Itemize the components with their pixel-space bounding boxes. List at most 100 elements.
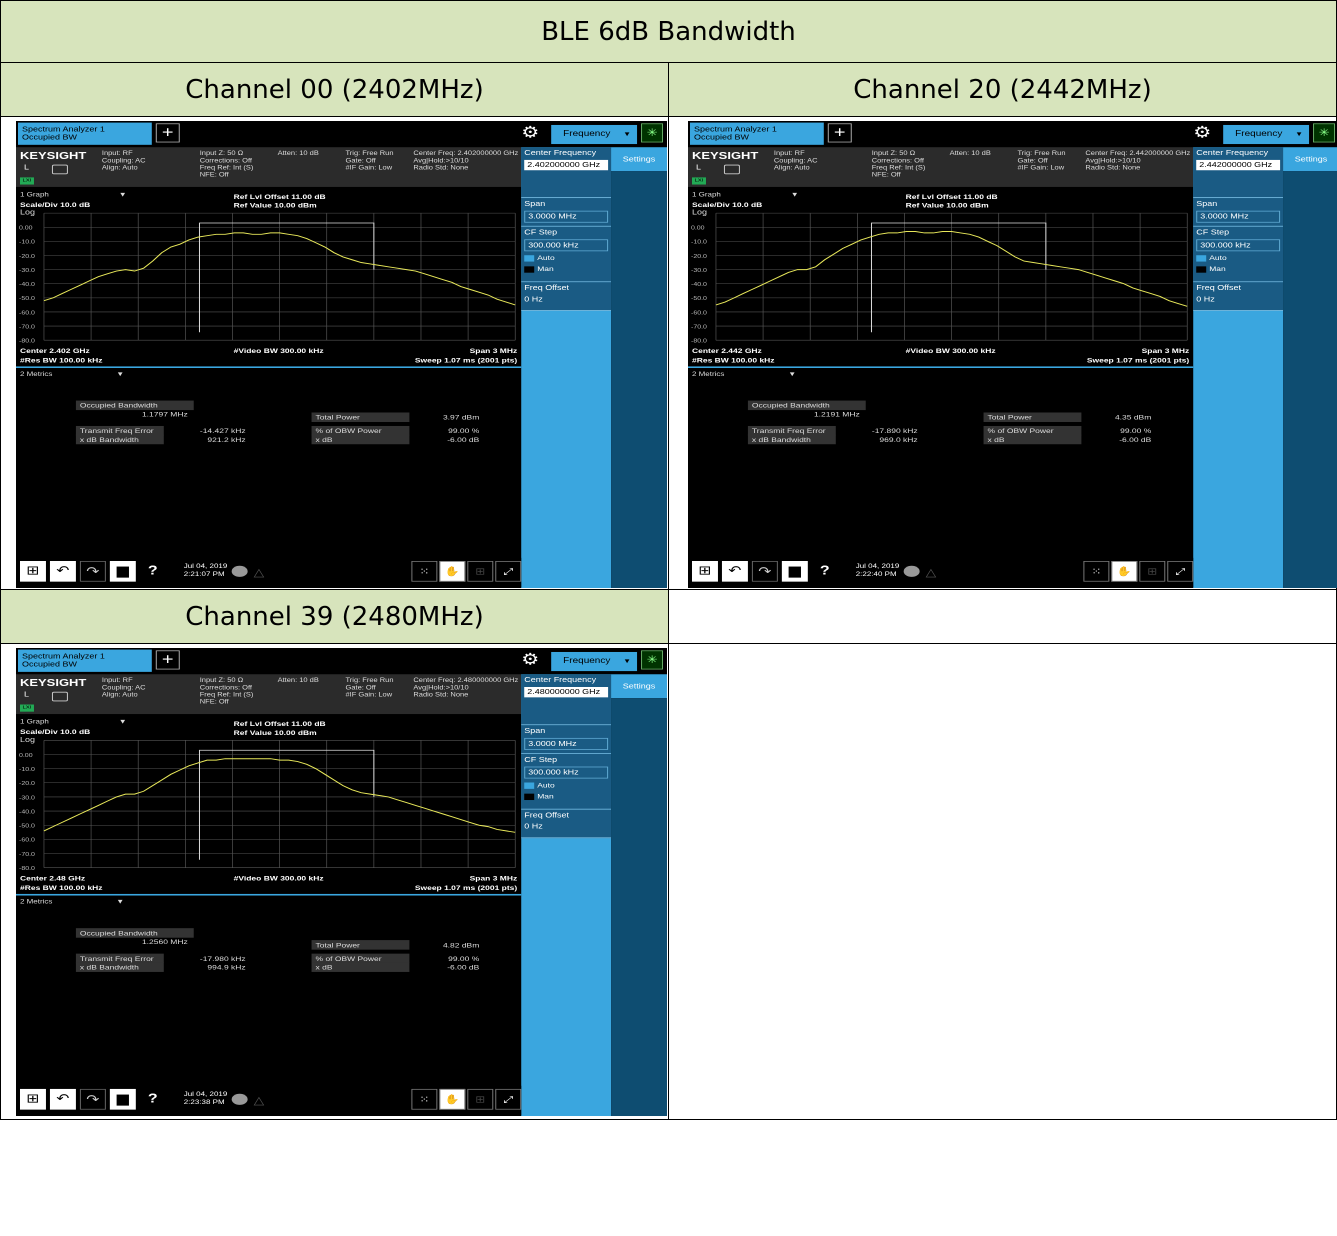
frequency-menu[interactable]: Frequency ▼ bbox=[1223, 124, 1310, 145]
obw-power-label: % of OBW Power bbox=[311, 425, 410, 436]
span-control[interactable]: Span 3.0000 MHz bbox=[521, 725, 612, 754]
gear-icon[interactable]: ⚙ bbox=[521, 124, 540, 142]
video-bw-label: #Video BW 300.00 kHz bbox=[233, 874, 324, 882]
metrics-dropdown[interactable]: 2 Metrics ▼ bbox=[19, 897, 125, 906]
undo-icon[interactable]: ↶ bbox=[49, 1088, 76, 1110]
fullscreen-icon[interactable]: ⤢ bbox=[495, 560, 522, 582]
center-frequency-control[interactable]: Center Frequency 2.402000000 GHz bbox=[521, 147, 612, 199]
y-tick-label: -60.0 bbox=[19, 310, 35, 316]
message-icon[interactable] bbox=[51, 164, 68, 175]
lxi-icon: LXI bbox=[691, 177, 706, 185]
message-icon[interactable] bbox=[51, 691, 68, 702]
help-icon[interactable]: ? bbox=[811, 560, 838, 582]
span-label: Span 3 MHz bbox=[469, 346, 518, 355]
cf-step-control[interactable]: CF Step 300.000 kHz Auto Man bbox=[1193, 226, 1284, 283]
ref-offset-label: Ref Lvl Offset 11.00 dB bbox=[233, 719, 326, 728]
undo-icon[interactable]: ↶ bbox=[721, 560, 748, 582]
message-icon[interactable] bbox=[723, 164, 740, 175]
keysight-logo: KEYSIGHT bbox=[19, 149, 87, 162]
chat-icon[interactable] bbox=[903, 565, 920, 577]
xdb-value: -6.00 dB bbox=[447, 963, 480, 972]
app-tab[interactable]: Spectrum Analyzer 1 Occupied BW bbox=[689, 122, 824, 145]
obw-power-value: 99.00 % bbox=[448, 426, 480, 435]
xdb-bandwidth-value: 994.9 kHz bbox=[207, 963, 246, 972]
settings-tab[interactable]: Settings bbox=[1283, 147, 1337, 172]
center-frequency-control[interactable]: Center Frequency 2.480000000 GHz bbox=[521, 674, 612, 726]
graph-dropdown[interactable]: 1 Graph ▼ bbox=[691, 190, 799, 199]
status-icon[interactable]: ✳ bbox=[641, 123, 664, 143]
status-icon[interactable]: ✳ bbox=[641, 650, 664, 670]
windows-icon[interactable]: ⊞ bbox=[19, 560, 46, 582]
gear-icon[interactable]: ⚙ bbox=[1193, 124, 1212, 142]
file-icon[interactable]: ▆ bbox=[109, 1088, 136, 1110]
y-tick-label: -80.0 bbox=[19, 866, 35, 872]
redo-icon[interactable]: ↷ bbox=[79, 560, 106, 582]
xdb-bandwidth-label: x dB Bandwidth bbox=[747, 434, 836, 445]
app-tab[interactable]: Spectrum Analyzer 1 Occupied BW bbox=[17, 122, 152, 145]
cf-step-control[interactable]: CF Step 300.000 kHz Auto Man bbox=[521, 753, 612, 810]
chat-icon[interactable] bbox=[231, 565, 248, 577]
total-power-value: 4.82 dBm bbox=[442, 940, 480, 949]
ref-value-label: Ref Value 10.00 dBm bbox=[233, 201, 317, 210]
cf-step-control[interactable]: CF Step 300.000 kHz Auto Man bbox=[521, 226, 612, 283]
undo-icon[interactable]: ↶ bbox=[49, 560, 76, 582]
info-corrections: Input Z: 50 Ω Corrections: Off Freq Ref:… bbox=[199, 676, 254, 706]
info-center-freq: Center Freq: 2.480000000 GHz Avg|Hold:>1… bbox=[413, 676, 519, 699]
add-tab-button[interactable]: + bbox=[155, 650, 180, 670]
layout-icon[interactable]: ⁙ bbox=[411, 1088, 438, 1110]
redo-icon[interactable]: ↷ bbox=[751, 560, 778, 582]
file-icon[interactable]: ▆ bbox=[109, 560, 136, 582]
status-icon[interactable]: ✳ bbox=[1313, 123, 1336, 143]
add-tab-button[interactable]: + bbox=[827, 123, 852, 143]
chat-icon[interactable] bbox=[231, 1093, 248, 1105]
help-icon[interactable]: ? bbox=[139, 560, 166, 582]
grid-icon[interactable]: ⊞ bbox=[467, 560, 494, 582]
settings-tab[interactable]: Settings bbox=[611, 674, 667, 699]
total-power-value: 3.97 dBm bbox=[442, 413, 480, 422]
frequency-menu[interactable]: Frequency ▼ bbox=[551, 651, 638, 672]
tfe-value: -14.427 kHz bbox=[199, 426, 246, 435]
app-tab[interactable]: Spectrum Analyzer 1 Occupied BW bbox=[17, 649, 152, 672]
fullscreen-icon[interactable]: ⤢ bbox=[495, 1088, 522, 1110]
touch-icon[interactable]: ✋ bbox=[439, 1088, 466, 1110]
spectrum-trace bbox=[43, 758, 516, 833]
redo-icon[interactable]: ↷ bbox=[79, 1088, 106, 1110]
settings-tab[interactable]: Settings bbox=[611, 147, 667, 172]
graph-footer: Center 2.402 GHz #Res BW 100.00 kHz #Vid… bbox=[16, 345, 521, 367]
tfe-label: Transmit Freq Error bbox=[747, 425, 836, 436]
xdb-label: x dB bbox=[311, 962, 410, 972]
add-tab-button[interactable]: + bbox=[155, 123, 180, 143]
fullscreen-icon[interactable]: ⤢ bbox=[1167, 560, 1194, 582]
info-corrections: Input Z: 50 Ω Corrections: Off Freq Ref:… bbox=[871, 149, 926, 179]
freq-offset-control[interactable]: Freq Offset 0 Hz bbox=[1193, 282, 1284, 311]
xdb-bandwidth-label: x dB Bandwidth bbox=[75, 962, 164, 972]
metrics-dropdown[interactable]: 2 Metrics ▼ bbox=[19, 370, 125, 378]
file-icon[interactable]: ▆ bbox=[781, 560, 808, 582]
graph-footer: Center 2.442 GHz #Res BW 100.00 kHz #Vid… bbox=[688, 345, 1193, 367]
span-control[interactable]: Span 3.0000 MHz bbox=[521, 198, 612, 227]
graph-dropdown[interactable]: 1 Graph ▼ bbox=[19, 718, 127, 726]
gear-icon[interactable]: ⚙ bbox=[521, 651, 540, 669]
total-power-label: Total Power bbox=[983, 412, 1082, 423]
metrics-dropdown[interactable]: 2 Metrics ▼ bbox=[691, 370, 797, 378]
graph-dropdown[interactable]: 1 Graph ▼ bbox=[19, 190, 127, 199]
touch-icon[interactable]: ✋ bbox=[439, 560, 466, 582]
layout-icon[interactable]: ⁙ bbox=[411, 560, 438, 582]
touch-icon[interactable]: ✋ bbox=[1111, 560, 1138, 582]
grid-icon[interactable]: ⊞ bbox=[467, 1088, 494, 1110]
spectrum-trace bbox=[43, 232, 516, 306]
windows-icon[interactable]: ⊞ bbox=[691, 560, 718, 582]
y-tick-label: 0.00 bbox=[19, 225, 33, 231]
grid-icon[interactable]: ⊞ bbox=[1139, 560, 1166, 582]
freq-offset-control[interactable]: Freq Offset 0 Hz bbox=[521, 809, 612, 839]
help-icon[interactable]: ? bbox=[139, 1088, 166, 1110]
layout-icon[interactable]: ⁙ bbox=[1083, 560, 1110, 582]
frequency-menu[interactable]: Frequency ▼ bbox=[551, 124, 638, 145]
span-control[interactable]: Span 3.0000 MHz bbox=[1193, 198, 1284, 227]
center-frequency-control[interactable]: Center Frequency 2.442000000 GHz bbox=[1193, 147, 1284, 199]
info-bar: KEYSIGHT L LXI Input: RF Coupling: AC Al… bbox=[16, 147, 522, 187]
y-tick-label: -10.0 bbox=[19, 239, 35, 245]
local-indicator: L bbox=[695, 163, 701, 172]
freq-offset-control[interactable]: Freq Offset 0 Hz bbox=[521, 282, 612, 311]
windows-icon[interactable]: ⊞ bbox=[19, 1088, 46, 1110]
